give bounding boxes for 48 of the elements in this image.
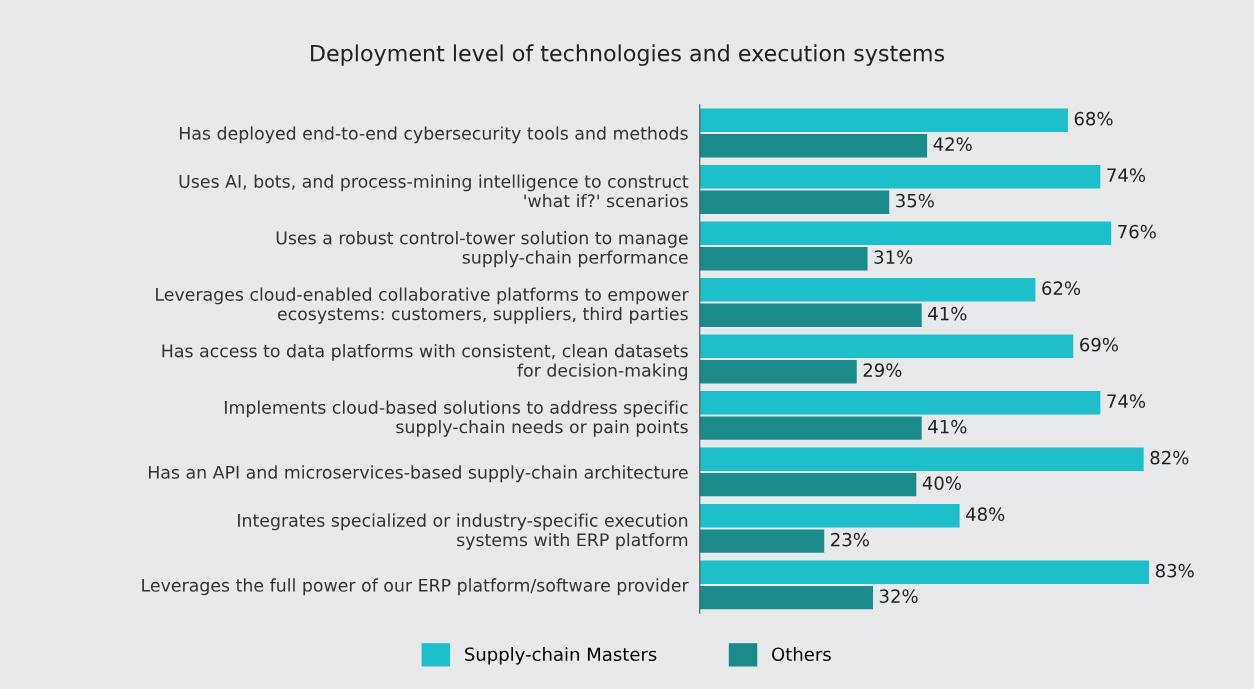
y-tick-label: Uses AI, bots, and process-mining intelligence to construct 'what if?' scenarios <box>179 174 689 208</box>
data-label: 42% <box>933 137 972 151</box>
y-tick-label: Has access to data platforms with consistent, clean datasets for decision-making <box>162 343 688 381</box>
data-label: 48% <box>966 507 1005 521</box>
bar <box>699 334 1074 358</box>
data-label: 35% <box>896 193 934 208</box>
data-label: 82% <box>1150 450 1189 465</box>
bar <box>699 391 1101 415</box>
bar <box>699 190 890 214</box>
data-label: 68% <box>1074 111 1113 126</box>
data-label: 40% <box>922 476 961 490</box>
data-label: 41% <box>928 306 967 321</box>
legend-label: Supply-chain Masters <box>465 647 657 665</box>
y-tick-label: Integrates specialized or industry-specific execution systems with ERP platform <box>238 513 688 550</box>
data-label: 23% <box>831 532 869 547</box>
data-label: 69% <box>1080 337 1118 352</box>
y-tick-label: Has deployed end-to-end cybersecurity tools and methods <box>179 126 688 144</box>
bar <box>699 165 1101 189</box>
bar <box>699 416 922 440</box>
bar <box>699 303 922 327</box>
bar <box>699 560 1150 584</box>
bar <box>699 108 1068 132</box>
bar <box>699 504 960 528</box>
data-label: 83% <box>1155 563 1194 578</box>
data-label: 29% <box>863 363 902 377</box>
y-tick-label: Leverages the full power of our ERP platform/software provider <box>142 578 689 596</box>
y-tick-label: Leverages cloud-enabled collaborative platforms to empower ecosystems: customers, suppliers, third parties <box>156 287 689 324</box>
data-label: 32% <box>879 589 918 603</box>
bar <box>699 359 857 384</box>
y-tick-label: Implements cloud-based solutions to address specific supply-chain needs or pain points <box>225 400 688 437</box>
data-label: 76% <box>1118 224 1156 239</box>
y-tick-label: Has an API and microservices-based supply-chain architecture <box>148 465 688 483</box>
data-label: 74% <box>1107 168 1146 182</box>
bar <box>699 133 928 158</box>
data-label: 62% <box>1042 281 1081 295</box>
legend-label: Others <box>772 647 831 662</box>
data-label: 41% <box>928 419 967 434</box>
y-tick-label: Uses a robust control-tower solution to manage supply-chain performance <box>276 230 688 268</box>
bar <box>699 246 868 271</box>
bar <box>699 472 917 497</box>
data-label: 74% <box>1107 394 1146 408</box>
chart-title: Deployment level of technologies and execution systems <box>311 44 945 66</box>
data-label: 31% <box>874 250 913 264</box>
bar <box>699 585 873 610</box>
bar <box>699 447 1144 471</box>
bar <box>699 221 1112 245</box>
bar <box>699 278 1036 302</box>
bar <box>699 529 825 553</box>
